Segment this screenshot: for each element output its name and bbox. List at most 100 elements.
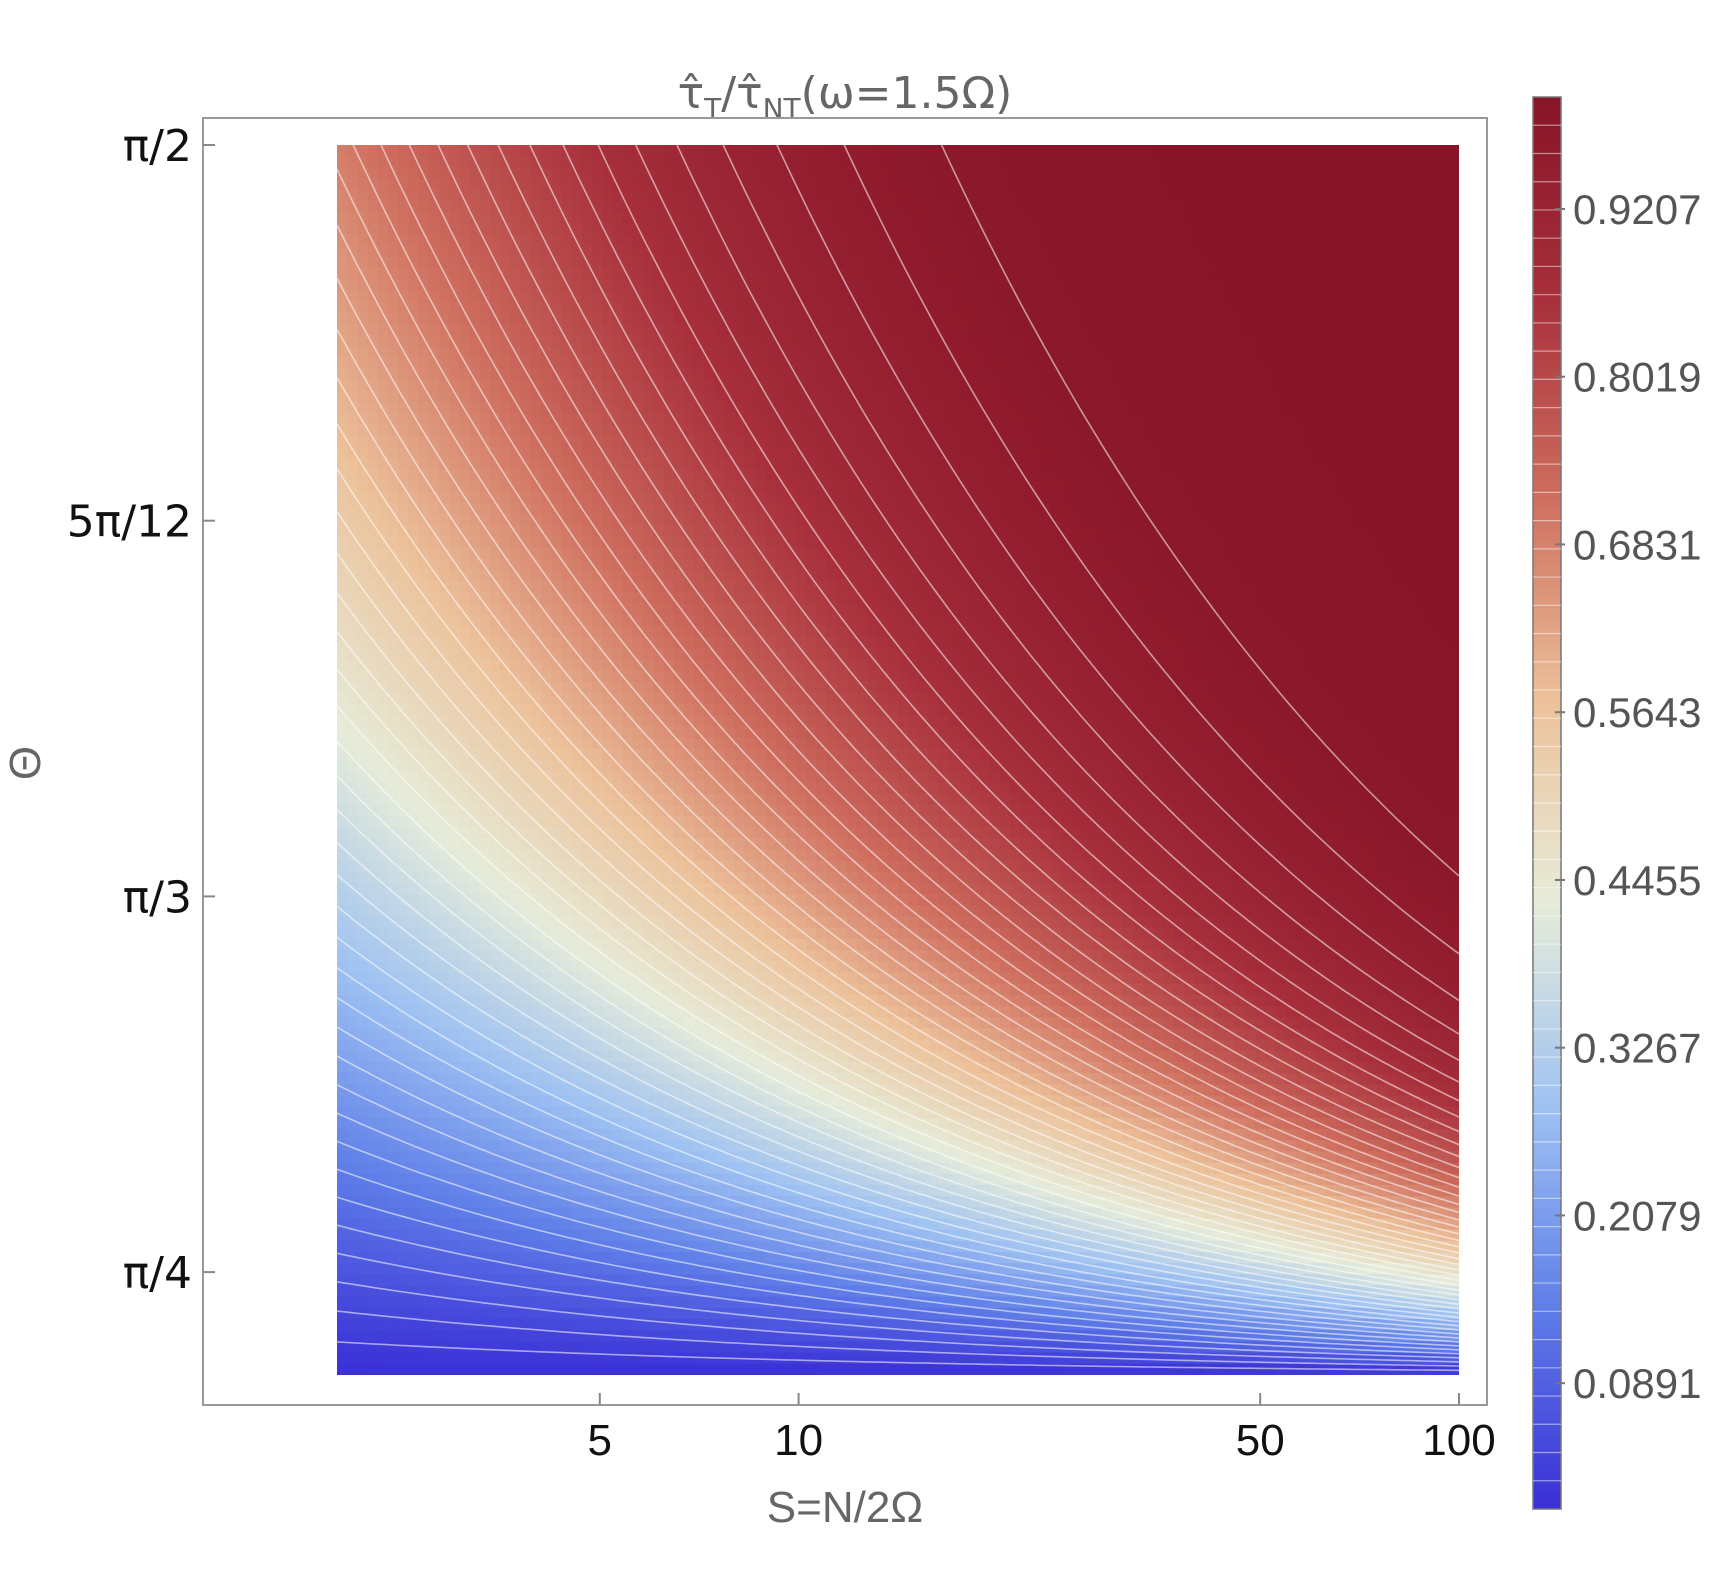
heat-cell [1061, 178, 1072, 191]
heat-cell [1346, 547, 1358, 560]
heat-cell [439, 446, 450, 459]
heat-cell [479, 357, 491, 370]
heat-cell [490, 223, 501, 236]
heat-cell [377, 536, 389, 549]
title-numerator-sub: T [703, 92, 722, 125]
heat-cell [1081, 625, 1093, 638]
heat-cell [1091, 525, 1103, 537]
heat-cell [541, 502, 552, 515]
heat-cell [1081, 480, 1093, 493]
heat-cell [602, 458, 613, 470]
heat-cell [1193, 547, 1205, 560]
heat-cell [857, 603, 868, 616]
heat-cell [428, 368, 440, 381]
heat-cell [775, 223, 787, 236]
heat-cell [357, 290, 369, 303]
heat-cell [398, 156, 409, 168]
heat-cell [1306, 446, 1317, 459]
heat-cell [1255, 558, 1266, 571]
heat-cell [928, 435, 940, 448]
heat-cell [765, 245, 777, 258]
heat-cell [683, 637, 695, 649]
heat-cell [806, 446, 817, 459]
heat-cell [367, 491, 379, 504]
heat-cell [1438, 536, 1450, 549]
heat-cell [1377, 536, 1389, 549]
heat-cell [1285, 368, 1297, 381]
heat-cell [765, 446, 777, 459]
heat-cell [898, 189, 909, 202]
heat-cell [459, 234, 471, 247]
heat-cell [1193, 189, 1205, 202]
heat-cell [1132, 167, 1144, 180]
heat-cell [1408, 167, 1419, 180]
heat-cell [979, 402, 991, 414]
heat-cell [551, 245, 562, 258]
heat-cell [1142, 290, 1154, 303]
heat-cell [1306, 156, 1317, 168]
heat-cell [979, 558, 991, 571]
heat-cell [1163, 279, 1174, 291]
heat-cell [1428, 256, 1440, 269]
heat-cell [1173, 413, 1185, 426]
heat-cell [1051, 480, 1062, 493]
heat-cell [959, 424, 970, 437]
heat-cell [683, 391, 695, 403]
heat-cell [1295, 480, 1307, 493]
heat-cell [520, 514, 532, 526]
heat-cell [643, 290, 654, 303]
heat-cell [1438, 178, 1450, 191]
heat-cell [1132, 379, 1144, 392]
heat-cell [408, 514, 420, 526]
heat-cell [877, 547, 889, 560]
heat-cell [683, 178, 695, 191]
heat-cell [643, 480, 654, 493]
heat-cell [1336, 212, 1348, 224]
heat-cell [979, 290, 991, 303]
heat-cell [571, 446, 583, 459]
heat-cell [439, 391, 450, 403]
heat-cell [745, 223, 756, 236]
heat-cell [592, 458, 603, 470]
heat-cell [551, 391, 562, 403]
heat-cell [1285, 569, 1297, 582]
heat-cell [1448, 514, 1459, 526]
heat-cell [1346, 514, 1358, 526]
heat-cell [724, 279, 736, 291]
heat-cell [887, 391, 899, 403]
heat-cell [1183, 435, 1195, 448]
heat-cell [490, 558, 501, 571]
heat-cell [632, 167, 644, 180]
heat-cell [1397, 435, 1409, 448]
heat-cell [1142, 435, 1154, 448]
heat-cell [1102, 312, 1113, 325]
heat-cell [1071, 536, 1083, 549]
heat-cell [734, 379, 746, 392]
heat-cell [1265, 156, 1276, 168]
heat-cell [1000, 368, 1011, 381]
heat-cell [530, 525, 542, 537]
heat-cell [520, 391, 532, 403]
heat-cell [857, 145, 868, 157]
heat-cell [1448, 312, 1459, 325]
heat-cell [724, 603, 736, 616]
heat-cell [1418, 480, 1429, 493]
heat-cell [959, 514, 970, 526]
heat-cell [449, 312, 460, 325]
heat-cell [500, 290, 511, 303]
heat-cell [979, 502, 991, 515]
heat-cell [1204, 245, 1215, 258]
heat-cell [1214, 189, 1225, 202]
heat-cell [908, 200, 919, 213]
heat-cell [836, 357, 848, 370]
heat-cell [734, 279, 746, 291]
heat-cell [928, 178, 940, 191]
heat-cell [643, 536, 654, 549]
heat-cell [377, 301, 389, 314]
heat-cell [918, 312, 930, 325]
heat-cell [734, 525, 746, 537]
heat-cell [663, 357, 675, 370]
heat-cell [377, 156, 389, 168]
heat-cell [1377, 446, 1389, 459]
heat-cell [1163, 614, 1174, 627]
